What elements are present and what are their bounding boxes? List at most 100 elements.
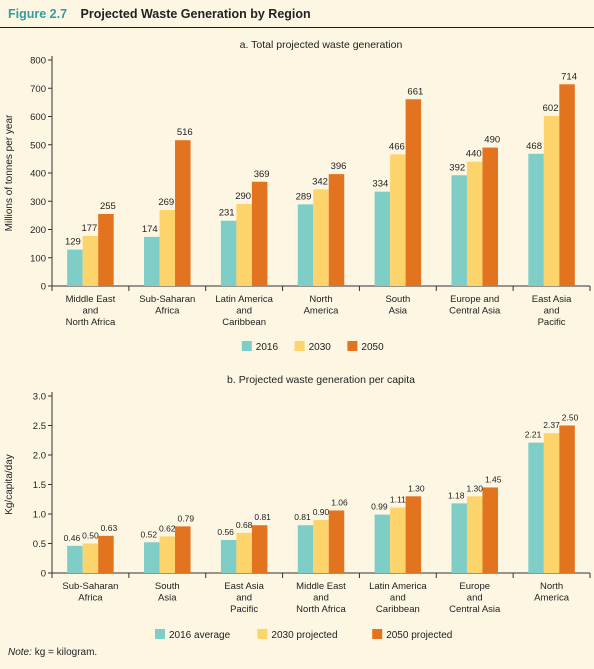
chart-total-waste: a. Total projected waste generation Milli… [4, 39, 591, 353]
chart-a-data-label: 661 [407, 86, 423, 97]
chart-b-bar [390, 507, 406, 573]
chart-b-bar [236, 532, 252, 573]
chart-a-bar [390, 154, 406, 286]
chart-b-category-label-line: Africa [78, 593, 103, 604]
chart-b-data-label: 0.46 [64, 533, 81, 543]
chart-b-bar [451, 503, 467, 573]
chart-b-data-label: 0.50 [82, 531, 99, 541]
chart-b-bar [159, 536, 176, 573]
chart-a-bar [528, 153, 544, 286]
chart-a-category-label-line: Pacific [538, 317, 566, 328]
chart-a-bar [220, 220, 237, 286]
chart-a-data-label: 290 [235, 191, 251, 202]
chart-a-bar [236, 204, 252, 286]
chart-b-title: b. Projected waste generation per capita [227, 374, 415, 386]
chart-a-category-label: Middle East and North Africa [66, 294, 116, 328]
chart-a-bar [82, 235, 99, 286]
chart-b-category-label-line: and [313, 593, 329, 604]
chart-a-category-label: East Asia and Pacific [532, 294, 572, 328]
chart-a-data-label: 177 [81, 223, 97, 234]
chart-b-category-label-line: South [155, 581, 180, 592]
chart-b-data-label: 1.30 [408, 483, 425, 493]
chart-a-bar [144, 236, 160, 286]
chart-a-y-axis-label: Millions of tonnes per year [4, 114, 15, 231]
chart-a-y-tick-label: 400 [30, 169, 46, 180]
chart-a-data-label: 231 [219, 208, 235, 219]
chart-a-bar [297, 204, 314, 286]
chart-a-bar [374, 191, 391, 286]
chart-b-bar [175, 526, 191, 573]
chart-b-category-label: Sub-Saharan Africa [62, 581, 118, 604]
chart-a-y-tick-label: 300 [30, 197, 46, 208]
chart-a-data-label: 392 [449, 162, 465, 173]
chart-b-bar [528, 442, 544, 573]
chart-a-data-label: 289 [296, 191, 312, 202]
chart-a-category-label: Latin America and Caribbean [215, 294, 273, 328]
chart-b-category-label: Middle East and North Africa [296, 581, 346, 615]
chart-b-y-tick-label: 2.5 [33, 421, 46, 432]
chart-a-y-tick-label: 200 [30, 225, 46, 236]
chart-b-data-label: 1.18 [448, 490, 465, 500]
chart-b-y-axis-label: Kg/capita/day [4, 454, 15, 515]
chart-a-data-label: 440 [466, 149, 482, 160]
chart-b-category-label-line: America [534, 593, 570, 604]
chart-a-category-label-line: Middle East [66, 294, 116, 305]
chart-b-category-label-line: North Africa [296, 604, 346, 615]
chart-b-bar [466, 496, 483, 573]
chart-b-legend-swatch [372, 629, 383, 639]
chart-b-category-label: South Asia [155, 581, 180, 604]
chart-b-category-label: Europe and Central Asia [449, 581, 501, 615]
chart-a-data-label: 466 [389, 141, 405, 152]
chart-b-category-label-line: Pacific [230, 604, 258, 615]
chart-a-data-label: 269 [158, 197, 174, 208]
chart-b-bar [374, 514, 391, 573]
header-rule [0, 27, 594, 28]
chart-a-data-label: 334 [372, 179, 388, 190]
chart-b-data-label: 0.68 [236, 520, 253, 530]
chart-b-legend-label: 2050 projected [386, 630, 452, 641]
chart-b-category-label-line: Central Asia [449, 604, 501, 615]
chart-b-bar [82, 543, 99, 573]
chart-a-data-label: 714 [561, 71, 577, 82]
chart-b-data-label: 0.99 [371, 502, 388, 512]
chart-a-y-tick-label: 700 [30, 84, 46, 95]
chart-b-category-label-line: and [467, 593, 483, 604]
chart-b-bar [405, 496, 422, 573]
chart-a-legend-swatch [347, 341, 358, 351]
chart-b-category-label-line: Europe [459, 581, 490, 592]
chart-a-category-label-line: Europe and [450, 294, 499, 305]
chart-b-category-label-line: Caribbean [376, 604, 420, 615]
chart-a-y-tick-label: 800 [30, 56, 46, 67]
chart-b-bar [220, 539, 237, 573]
chart-a-legend-label: 2016 [256, 342, 279, 353]
chart-b-category-label-line: North [540, 581, 563, 592]
chart-a-data-label: 490 [484, 135, 500, 146]
chart-a-bar [543, 115, 560, 286]
chart-a-category-label-line: America [304, 306, 340, 317]
note-text: kg = kilogram. [34, 647, 98, 658]
chart-a-category-label-line: North Africa [66, 317, 116, 328]
chart-a-bar [67, 249, 83, 286]
chart-a-data-label: 516 [177, 127, 193, 138]
chart-a-category-label-line: Latin America [215, 294, 273, 305]
chart-a-category-label: South Asia [385, 294, 410, 317]
chart-a-y-tick-label: 600 [30, 112, 46, 123]
chart-b-data-label: 0.62 [159, 523, 176, 533]
chart-b-bar [251, 525, 268, 573]
figure-label: Figure 2.7 [8, 7, 68, 21]
chart-b-data-label: 0.90 [313, 507, 330, 517]
chart-b-bar [543, 433, 560, 573]
chart-a-data-label: 396 [331, 161, 347, 172]
chart-b-data-label: 1.06 [331, 497, 348, 507]
chart-a-bar [405, 99, 422, 286]
chart-b-bar [328, 510, 345, 573]
chart-b-category-label: East Asia and Pacific [224, 581, 264, 615]
chart-a-y-tick-label: 500 [30, 140, 46, 151]
chart-a-category-label-line: North [309, 294, 332, 305]
chart-b-y-tick-label: 1.5 [33, 480, 46, 491]
chart-b-data-label: 1.45 [485, 474, 502, 484]
chart-a-title: a. Total projected waste generation [240, 39, 403, 51]
chart-a-bar [559, 84, 575, 286]
chart-b-legend-swatch [155, 629, 165, 639]
figure-title: Projected Waste Generation by Region [80, 7, 311, 21]
